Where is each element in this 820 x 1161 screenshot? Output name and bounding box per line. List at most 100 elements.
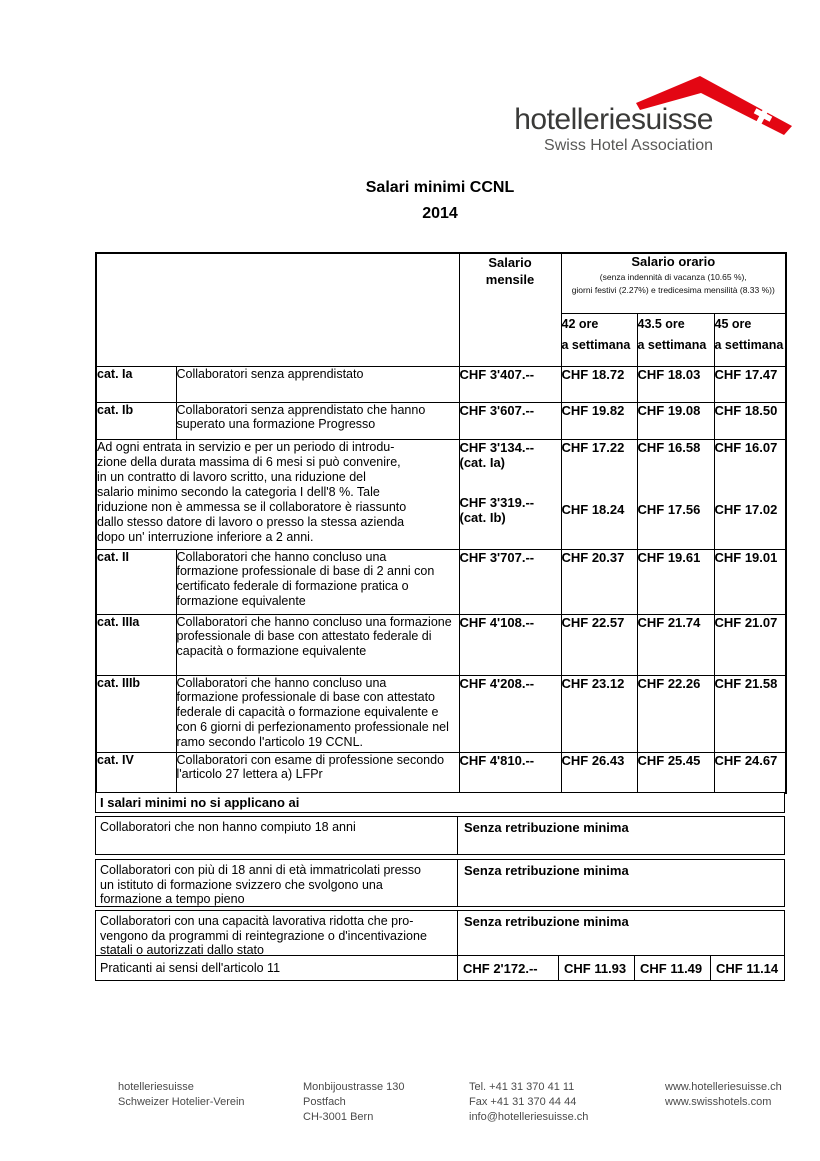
logo-text: hotelleriesuisse Swiss Hotel Association <box>480 103 713 155</box>
category-description: Collaboratori che hanno concluso una for… <box>175 613 460 676</box>
hourly-42-value: CHF 19.82 <box>560 401 638 440</box>
monthly-salary-value: CHF 3'607.-- <box>458 401 562 440</box>
hourly-amount: CHF 17.56 <box>637 501 701 517</box>
hourly-42-value: CHF 26.43 <box>560 751 638 794</box>
brand-name: hotelleriesuisse <box>514 103 713 136</box>
category-label: cat. II <box>95 548 177 615</box>
footer-organization: hotelleriesuisse Schweizer Hotelier-Vere… <box>118 1081 245 1108</box>
header-hourly-note-2: giorni festivi (2.27%) e tredicesima men… <box>571 285 775 295</box>
swiss-cross-icon <box>753 105 773 125</box>
praticanti-description: Praticanti ai sensi dell'articolo 11 <box>96 956 458 980</box>
introduction-clause-text: Ad ogni entrata in servizio e per un per… <box>95 438 460 550</box>
exception-description: Collaboratori che non hanno compiuto 18 … <box>96 817 458 854</box>
hourly-43-5-value: CHF 18.03 <box>636 365 715 403</box>
monthly-value-cat-ib: CHF 3'319.-- (cat. Ib) <box>459 494 560 525</box>
hourly-amount: CHF 16.07 <box>714 439 778 455</box>
header-hourly-salary: Salario orario (senza indennità di vacan… <box>560 252 787 314</box>
table-header-row-2: 42 ore a settimana 43.5 ore a settimana … <box>96 312 787 367</box>
hourly-45-values: CHF 16.07 CHF 17.02 <box>713 438 787 550</box>
monthly-salary-value: CHF 3'707.-- <box>458 548 562 615</box>
header-hourly-note-1: (senza indennità di vacanza (10.65 %), <box>599 272 747 282</box>
table-row-cat-iiia: cat. IIIa Collaboratori che hanno conclu… <box>95 613 787 676</box>
exception-description: Collaboratori con più di 18 anni di età … <box>96 860 458 906</box>
hourly-43-5-value: CHF 22.26 <box>636 674 715 753</box>
header-45h-column: 45 ore a settimana <box>713 312 787 367</box>
hourly-42-value: CHF 23.12 <box>560 674 638 753</box>
hourly-45-value: CHF 19.01 <box>713 548 787 615</box>
hourly-amount: CHF 16.58 <box>637 439 701 455</box>
footer-contact: Tel. +41 31 370 41 11 Fax +41 31 370 44 … <box>469 1081 589 1123</box>
monthly-salary-value: CHF 4'108.-- <box>458 613 562 676</box>
section-header-exceptions: I salari minimi no si applicano ai <box>95 792 785 813</box>
table-row-cat-ii: cat. II Collaboratori che hanno concluso… <box>95 548 787 615</box>
exception-description: Collaboratori con una capacità lavorativ… <box>96 911 458 955</box>
hourly-43-5-value: CHF 25.45 <box>636 751 715 794</box>
monthly-amount: CHF 3'319.-- <box>459 494 535 510</box>
table-row-cat-iiib: cat. IIIb Collaboratori che hanno conclu… <box>95 674 787 753</box>
brand-tagline: Swiss Hotel Association <box>544 137 713 154</box>
table-row-cat-ia: cat. Ia Collaboratori senza apprendistat… <box>95 365 787 403</box>
monthly-cat-note: (cat. Ib) <box>459 509 506 525</box>
exception-value: Senza retribuzione minima <box>464 863 629 878</box>
table-header-row-1: Salario mensile Salario orario (senza in… <box>95 252 787 367</box>
hourly-amount: CHF 17.02 <box>714 501 778 517</box>
title-year: 2014 <box>422 205 458 222</box>
category-label: cat. IIIa <box>95 613 177 676</box>
exception-row: Collaboratori che non hanno compiuto 18 … <box>95 816 785 855</box>
table-row-cat-iv: cat. IV Collaboratori con esame di profe… <box>95 751 787 794</box>
hourly-45-value: CHF 24.67 <box>713 751 787 794</box>
category-description: Collaboratori con esame di professione s… <box>175 751 460 794</box>
hourly-43-5-value: CHF 21.74 <box>636 613 715 676</box>
category-description: Collaboratori che hanno concluso una for… <box>175 548 460 615</box>
hourly-45-value: CHF 21.58 <box>713 674 787 753</box>
table-row-introduction-clause: Ad ogni entrata in servizio e per un per… <box>95 438 787 550</box>
footer-websites: www.hotelleriesuisse.ch www.swisshotels.… <box>665 1081 782 1108</box>
hourly-43-5-value: CHF 11.49 <box>635 956 711 980</box>
category-description: Collaboratori senza apprendistato che ha… <box>175 401 460 440</box>
exception-row: Collaboratori con una capacità lavorativ… <box>95 910 785 956</box>
monthly-salary-value: CHF 3'407.-- <box>458 365 562 403</box>
hourly-45-value: CHF 11.14 <box>716 961 779 976</box>
hourly-43-5-values: CHF 16.58 CHF 17.56 <box>636 438 715 550</box>
monthly-salary-value: CHF 4'810.-- <box>458 751 562 794</box>
hourly-amount: CHF 17.22 <box>561 439 625 455</box>
hourly-45-value: CHF 21.07 <box>713 613 787 676</box>
header-empty-cell <box>95 252 460 367</box>
hourly-43-5-value: CHF 19.08 <box>636 401 715 440</box>
hourly-42-values: CHF 17.22 CHF 18.24 <box>560 438 638 550</box>
title-line: Salari minimi CCNL <box>365 179 515 196</box>
hourly-45-value: CHF 17.47 <box>713 365 787 403</box>
table-row-cat-ib: cat. Ib Collaboratori senza apprendistat… <box>95 401 787 440</box>
category-description: Collaboratori che hanno concluso una for… <box>175 674 460 753</box>
hourly-43-5-value: CHF 19.61 <box>636 548 715 615</box>
header-hourly-title: Salario orario <box>631 254 716 269</box>
monthly-salary-value: CHF 4'208.-- <box>458 674 562 753</box>
category-label: cat. IV <box>95 751 177 794</box>
category-label: cat. Ia <box>95 365 177 403</box>
header-43-5h-column: 43.5 ore a settimana <box>636 312 715 367</box>
hourly-42-value: CHF 22.57 <box>560 613 638 676</box>
hourly-42-value: CHF 18.72 <box>560 365 638 403</box>
exception-value: Senza retribuzione minima <box>464 820 629 835</box>
hourly-45-value: CHF 18.50 <box>713 401 787 440</box>
exception-row: Collaboratori con più di 18 anni di età … <box>95 859 785 907</box>
salary-table: Salario mensile Salario orario (senza in… <box>95 252 788 794</box>
hourly-42-value: CHF 20.37 <box>560 548 638 615</box>
table-row-praticanti: Praticanti ai sensi dell'articolo 11 CHF… <box>95 955 785 981</box>
header-monthly-salary: Salario mensile <box>458 252 562 367</box>
header-42h-column: 42 ore a settimana <box>560 312 638 367</box>
hourly-amount: CHF 18.24 <box>561 501 625 517</box>
monthly-amount: CHF 3'134.-- <box>459 439 535 455</box>
monthly-salary-value: CHF 2'172.-- <box>458 956 559 980</box>
category-label: cat. Ib <box>95 401 177 440</box>
monthly-salary-values: CHF 3'134.-- (cat. Ia) CHF 3'319.-- (cat… <box>458 438 562 550</box>
category-description: Collaboratori senza apprendistato <box>175 365 460 403</box>
roof-logo-icon <box>636 76 792 135</box>
exception-value: Senza retribuzione minima <box>464 914 629 929</box>
monthly-value-cat-ia: CHF 3'134.-- (cat. Ia) <box>459 439 560 470</box>
document-title: Salari minimi CCNL 2014 <box>95 179 785 223</box>
footer-address: Monbijoustrasse 130 Postfach CH-3001 Ber… <box>303 1081 405 1123</box>
monthly-cat-note: (cat. Ia) <box>459 454 506 470</box>
hourly-42-value: CHF 11.93 <box>559 956 635 980</box>
